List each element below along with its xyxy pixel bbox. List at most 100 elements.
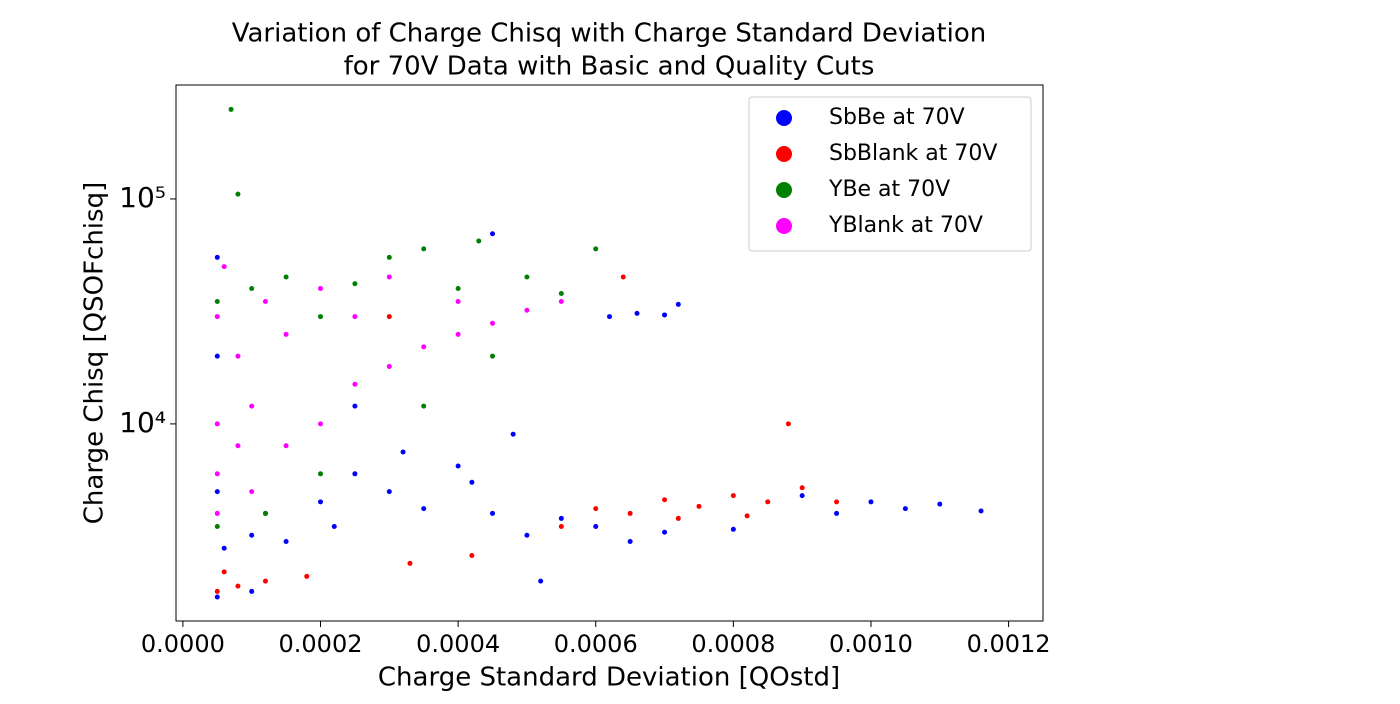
- point: [214, 471, 220, 477]
- point: [490, 320, 496, 326]
- legend-label: YBlank at 70V: [828, 213, 983, 238]
- point: [318, 499, 323, 505]
- point: [214, 510, 220, 516]
- point: [558, 290, 564, 296]
- point: [765, 499, 771, 505]
- x-tick-label: 0.0010: [829, 630, 913, 658]
- x-tick-label: 0.0006: [554, 630, 638, 658]
- y-tick-label: 10⁴: [119, 406, 166, 439]
- point: [221, 264, 227, 270]
- point: [214, 254, 220, 260]
- point: [627, 539, 633, 545]
- point: [421, 344, 427, 350]
- legend-box: [748, 96, 1032, 252]
- point: [524, 274, 530, 280]
- point: [455, 299, 461, 305]
- point: [421, 246, 427, 252]
- point: [455, 331, 461, 337]
- point: [634, 310, 640, 316]
- point: [744, 513, 750, 519]
- point: [593, 246, 599, 252]
- point: [283, 274, 289, 280]
- point: [221, 569, 227, 575]
- point: [593, 523, 599, 529]
- point: [352, 471, 358, 477]
- point: [214, 523, 220, 529]
- point: [318, 421, 323, 427]
- point: [662, 529, 668, 535]
- point: [455, 463, 461, 469]
- point: [352, 314, 358, 320]
- point: [868, 499, 874, 505]
- point: [214, 353, 220, 359]
- point: [386, 254, 392, 260]
- point: [249, 532, 255, 538]
- point: [455, 285, 461, 291]
- point: [490, 231, 496, 237]
- plot-area: [214, 106, 984, 600]
- legend-label: SbBe at 70V: [829, 105, 965, 130]
- point: [318, 314, 323, 320]
- point: [214, 588, 220, 594]
- point: [799, 493, 805, 499]
- legend-label: SbBlank at 70V: [829, 141, 997, 166]
- point: [318, 285, 323, 291]
- x-tick-label: 0.0012: [967, 630, 1051, 658]
- point: [318, 471, 323, 477]
- point: [476, 238, 482, 244]
- legend-marker: [776, 218, 792, 234]
- point: [902, 506, 908, 512]
- point: [834, 510, 840, 516]
- point: [386, 489, 392, 495]
- legend-label: YBe at 70V: [828, 177, 950, 202]
- point: [490, 353, 496, 359]
- chart-title: for 70V Data with Basic and Quality Cuts: [344, 52, 875, 82]
- y-axis-label: Charge Chisq [QSOFchisq]: [80, 182, 110, 524]
- point: [386, 363, 392, 369]
- point: [386, 314, 392, 320]
- x-tick-label: 0.0004: [416, 630, 500, 658]
- point: [558, 523, 564, 529]
- point: [331, 523, 337, 529]
- point: [283, 443, 289, 449]
- point: [352, 381, 358, 387]
- point: [235, 191, 241, 197]
- point: [662, 312, 668, 318]
- point: [221, 545, 227, 551]
- point: [421, 506, 427, 512]
- x-tick-label: 0.0002: [279, 630, 363, 658]
- point: [407, 560, 413, 566]
- point: [607, 314, 612, 320]
- point: [214, 489, 220, 495]
- point: [283, 539, 289, 545]
- point: [262, 578, 268, 584]
- point: [352, 403, 358, 409]
- legend-marker: [776, 182, 792, 198]
- point: [834, 499, 840, 505]
- legend-marker: [776, 146, 792, 162]
- point: [386, 274, 392, 280]
- x-tick-label: 0.0008: [691, 630, 775, 658]
- point: [228, 106, 234, 112]
- point: [214, 314, 220, 320]
- point: [352, 281, 358, 287]
- point: [978, 508, 984, 514]
- point: [558, 299, 564, 305]
- point: [538, 578, 544, 584]
- point: [662, 497, 668, 503]
- point: [283, 331, 289, 337]
- point: [214, 594, 220, 600]
- point: [249, 285, 255, 291]
- point: [696, 503, 702, 509]
- point: [620, 274, 626, 280]
- point: [249, 489, 255, 495]
- point: [235, 353, 241, 359]
- point: [249, 588, 255, 594]
- point: [510, 431, 516, 437]
- point: [675, 515, 681, 521]
- point: [593, 506, 599, 512]
- point: [469, 479, 475, 485]
- point: [785, 421, 791, 427]
